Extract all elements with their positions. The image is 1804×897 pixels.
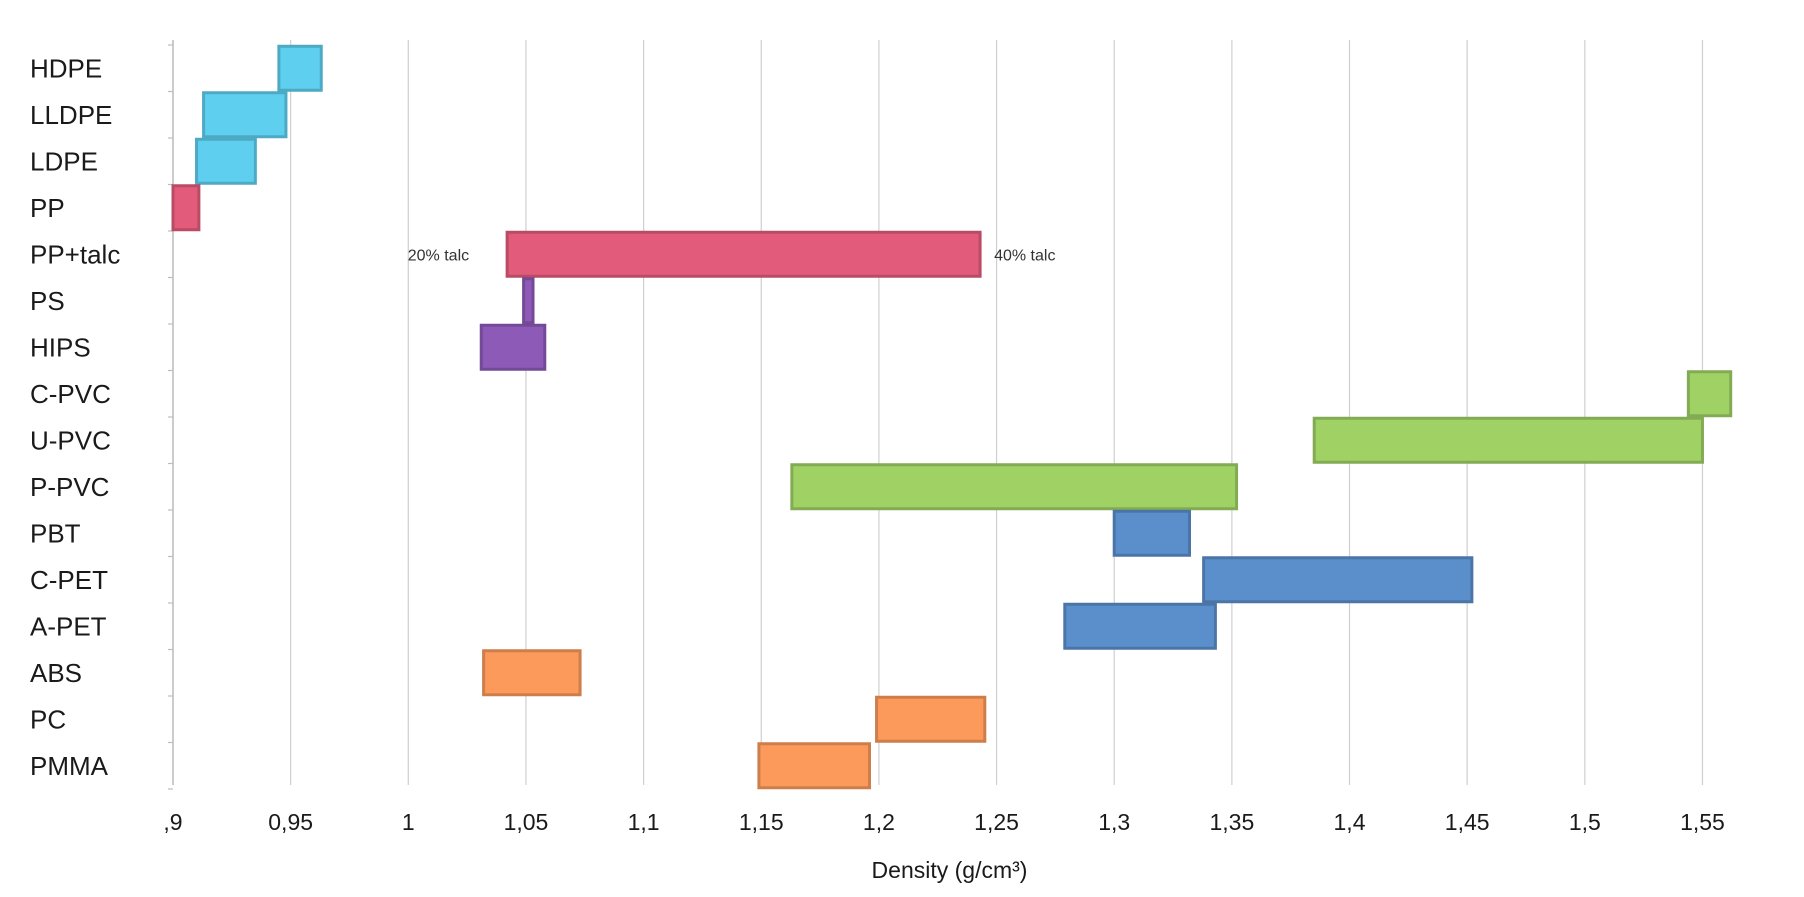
- x-tick-label: 0,95: [268, 809, 313, 835]
- category-labels: HDPE LLDPE LDPE PP PP+talc PS HIPS C-PVC U-PVC P-…: [30, 53, 120, 781]
- bar-c-pvc: [1686, 370, 1733, 418]
- category-label: C-PET: [30, 565, 108, 595]
- bar-pmma: [757, 742, 871, 790]
- bar-a-pet: [1063, 602, 1217, 650]
- bar-lldpe: [202, 91, 288, 139]
- category-label: PS: [30, 286, 65, 316]
- axes: [168, 40, 174, 790]
- bar-pc: [875, 695, 987, 743]
- x-tick-label: 1: [402, 809, 415, 835]
- category-label: PMMA: [30, 751, 109, 781]
- category-label: PP+talc: [30, 239, 120, 269]
- x-tick-label: 1,2: [863, 809, 895, 835]
- x-tick-label: 1,25: [974, 809, 1019, 835]
- category-label: HDPE: [30, 53, 102, 83]
- category-label: LDPE: [30, 146, 98, 176]
- bar-ldpe: [195, 137, 257, 185]
- x-tick-label: 1,4: [1334, 809, 1366, 835]
- x-axis-title: Density (g/cm³): [872, 857, 1028, 883]
- x-tick-label: ,9: [163, 809, 182, 835]
- category-label: A-PET: [30, 611, 107, 641]
- gridlines: [172, 40, 1704, 785]
- x-tick-label: 1,15: [739, 809, 784, 835]
- category-label: HIPS: [30, 332, 91, 362]
- bar-c-pet: [1202, 556, 1474, 604]
- category-label: PP: [30, 193, 65, 223]
- annotations: 20% talc 40% talc: [408, 247, 1056, 264]
- category-label: PC: [30, 704, 66, 734]
- x-tick-label: 1,35: [1209, 809, 1254, 835]
- category-label: ABS: [30, 658, 82, 688]
- bar-hips: [479, 323, 547, 371]
- bar-ps: [522, 277, 535, 325]
- bar-u-pvc: [1312, 416, 1704, 464]
- x-tick-label: 1,3: [1098, 809, 1130, 835]
- x-tick-label: 1,5: [1569, 809, 1601, 835]
- bar-p-pvc: [790, 463, 1239, 511]
- x-tick-labels: ,9 0,95 1 1,05 1,1 1,15 1,2 1,25 1,3 1,35 1,4 1,45 1…: [163, 809, 1724, 835]
- x-tick-label: 1,05: [504, 809, 549, 835]
- bar-pp: [171, 184, 201, 232]
- annotation-label: 40% talc: [994, 247, 1055, 264]
- bars: [171, 44, 1733, 790]
- category-label: U-PVC: [30, 425, 111, 455]
- bar-abs: [482, 649, 582, 697]
- category-label: LLDPE: [30, 100, 112, 130]
- category-label: P-PVC: [30, 472, 109, 502]
- x-tick-label: 1,1: [628, 809, 660, 835]
- bar-pp-talc: [505, 230, 982, 278]
- category-label: C-PVC: [30, 379, 111, 409]
- bar-hdpe: [277, 44, 323, 92]
- x-tick-label: 1,45: [1445, 809, 1490, 835]
- category-label: PBT: [30, 518, 81, 548]
- annotation-label: 20% talc: [408, 247, 469, 264]
- x-tick-label: 1,55: [1680, 809, 1725, 835]
- bar-pbt: [1112, 509, 1192, 557]
